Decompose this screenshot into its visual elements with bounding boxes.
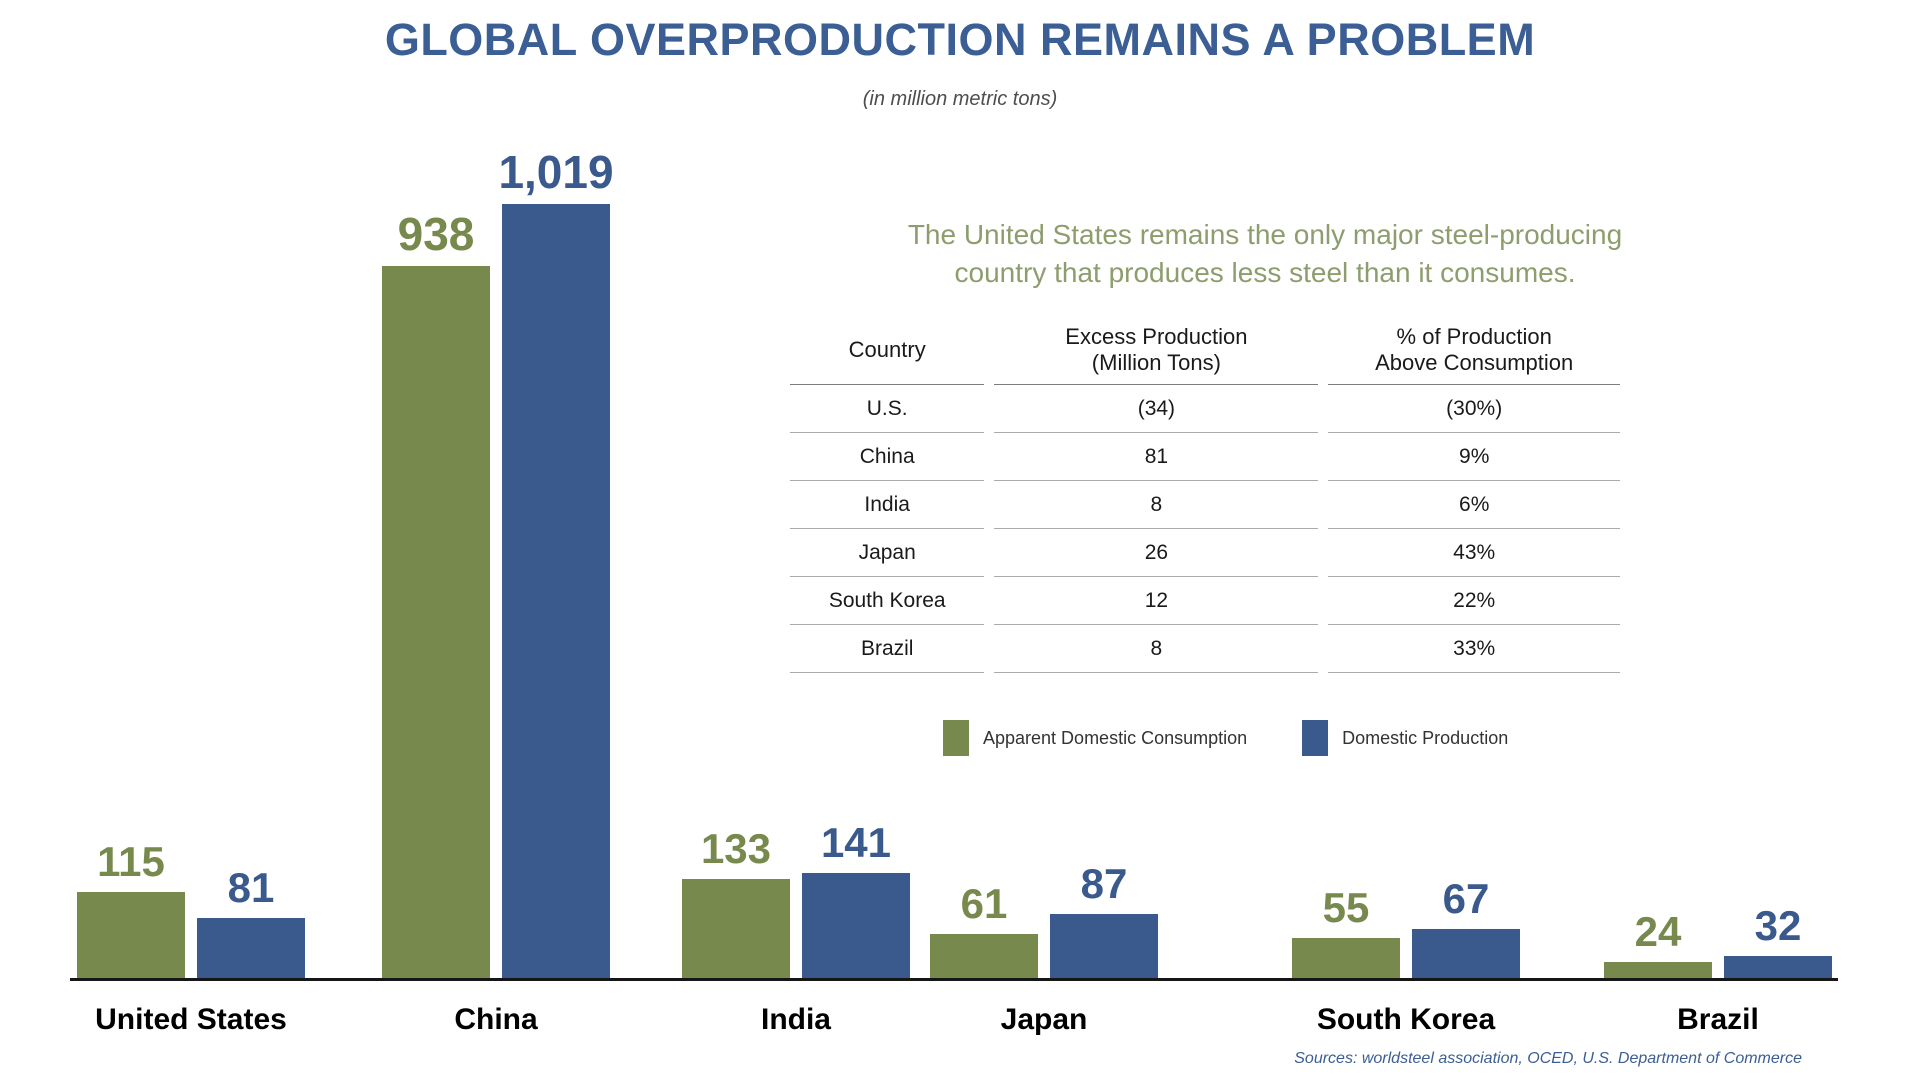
table-cell-excess: (34): [994, 385, 1319, 433]
category-label-japan: Japan: [1000, 1003, 1088, 1036]
table-cell-pct: 33%: [1328, 625, 1620, 673]
legend-label-consumption: Apparent Domestic Consumption: [983, 727, 1248, 748]
bar-value-label-south-korea-domestic-production: 67: [1442, 874, 1490, 922]
table-header-excess-production: Excess Production (Million Tons): [994, 320, 1319, 385]
category-label-south-korea: South Korea: [1316, 1003, 1496, 1036]
bar-value-label-japan-domestic-production: 87: [1080, 859, 1128, 907]
table-row: South Korea 12 22%: [790, 577, 1620, 625]
category-label-china: China: [454, 1003, 538, 1036]
table-cell-excess: 8: [994, 481, 1319, 529]
bar-value-label-united-states-domestic-production: 81: [227, 863, 275, 911]
bar-domestic-production-united-states: [197, 918, 305, 980]
bar-apparent-domestic-consumption-india: [682, 879, 790, 980]
annotation-line-2: country that produces less steel than it…: [954, 257, 1576, 288]
chart-subtitle: (in million metric tons): [862, 88, 1058, 110]
bar-value-label-brazil-apparent-domestic-consumption: 24: [1634, 907, 1682, 955]
production-swatch-icon: [1302, 720, 1329, 756]
table-header-country: Country: [790, 320, 985, 385]
table-row: China 81 9%: [790, 433, 1620, 481]
table-cell-pct: 6%: [1328, 481, 1620, 529]
bar-value-label-india-domestic-production: 141: [820, 818, 892, 866]
table-row: India 8 6%: [790, 481, 1620, 529]
bar-apparent-domestic-consumption-united-states: [77, 892, 185, 980]
table-cell-country: Brazil: [790, 625, 985, 673]
table-cell-pct: 43%: [1328, 529, 1620, 577]
table-cell-country: U.S.: [790, 385, 985, 433]
table-cell-excess: 12: [994, 577, 1319, 625]
table-cell-country: Japan: [790, 529, 985, 577]
annotation-line-1: The United States remains the only major…: [907, 219, 1623, 250]
table-header-line: Excess Production: [1065, 324, 1248, 349]
table-header-line: Country: [848, 337, 926, 362]
category-label-brazil: Brazil: [1677, 1003, 1759, 1036]
bar-value-label-brazil-domestic-production: 32: [1754, 901, 1802, 949]
annotation-text: The United States remains the only major…: [820, 216, 1710, 292]
table-cell-country: South Korea: [790, 577, 985, 625]
table-cell-excess: 81: [994, 433, 1319, 481]
bar-value-label-united-states-apparent-domestic-consumption: 115: [97, 837, 165, 885]
table-cell-pct: 22%: [1328, 577, 1620, 625]
table-cell-excess: 8: [994, 625, 1319, 673]
bar-apparent-domestic-consumption-south-korea: [1292, 938, 1400, 980]
bar-apparent-domestic-consumption-brazil: [1604, 962, 1712, 980]
bar-value-label-japan-apparent-domestic-consumption: 61: [960, 879, 1008, 927]
legend-label-production: Domestic Production: [1342, 727, 1509, 748]
table-header-line: (Million Tons): [1091, 350, 1221, 375]
bar-value-label-south-korea-apparent-domestic-consumption: 55: [1322, 883, 1370, 931]
bar-domestic-production-japan: [1050, 914, 1158, 980]
table-header-row: Country Excess Production (Million Tons)…: [790, 320, 1620, 385]
table-row: Brazil 8 33%: [790, 625, 1620, 673]
chart-legend: Apparent Domestic Consumption Domestic P…: [943, 720, 1508, 756]
x-axis-line: [70, 978, 1838, 981]
bar-value-label-china-apparent-domestic-consumption: 938: [397, 207, 475, 260]
table-header-line: Above Consumption: [1375, 350, 1574, 375]
bar-domestic-production-brazil: [1724, 956, 1832, 980]
bar-domestic-production-india: [802, 873, 910, 980]
page-title: GLOBAL OVERPRODUCTION REMAINS A PROBLEM: [384, 14, 1536, 65]
bar-apparent-domestic-consumption-japan: [930, 934, 1038, 980]
table-cell-pct: (30%): [1328, 385, 1620, 433]
table-cell-country: China: [790, 433, 985, 481]
bar-domestic-production-china: [502, 204, 610, 980]
excess-production-table: Country Excess Production (Million Tons)…: [780, 320, 1630, 673]
bar-value-label-india-apparent-domestic-consumption: 133: [700, 824, 772, 872]
table-cell-pct: 9%: [1328, 433, 1620, 481]
consumption-swatch-icon: [943, 720, 969, 756]
bar-apparent-domestic-consumption-china: [382, 266, 490, 980]
table-header-pct-above-consumption: % of Production Above Consumption: [1328, 320, 1620, 385]
bar-domestic-production-south-korea: [1412, 929, 1520, 980]
legend-item-consumption: Apparent Domestic Consumption: [943, 720, 1247, 756]
source-citation: Sources: worldsteel association, OCED, U…: [1294, 1050, 1802, 1067]
table-header-line: % of Production: [1396, 324, 1552, 349]
bar-value-label-china-domestic-production: 1,019: [498, 145, 614, 198]
table-cell-country: India: [790, 481, 985, 529]
table-row: Japan 26 43%: [790, 529, 1620, 577]
table-row: U.S. (34) (30%): [790, 385, 1620, 433]
legend-item-production: Domestic Production: [1302, 720, 1508, 756]
category-label-india: India: [760, 1003, 831, 1036]
category-label-united-states: United States: [95, 1003, 287, 1036]
table-cell-excess: 26: [994, 529, 1319, 577]
